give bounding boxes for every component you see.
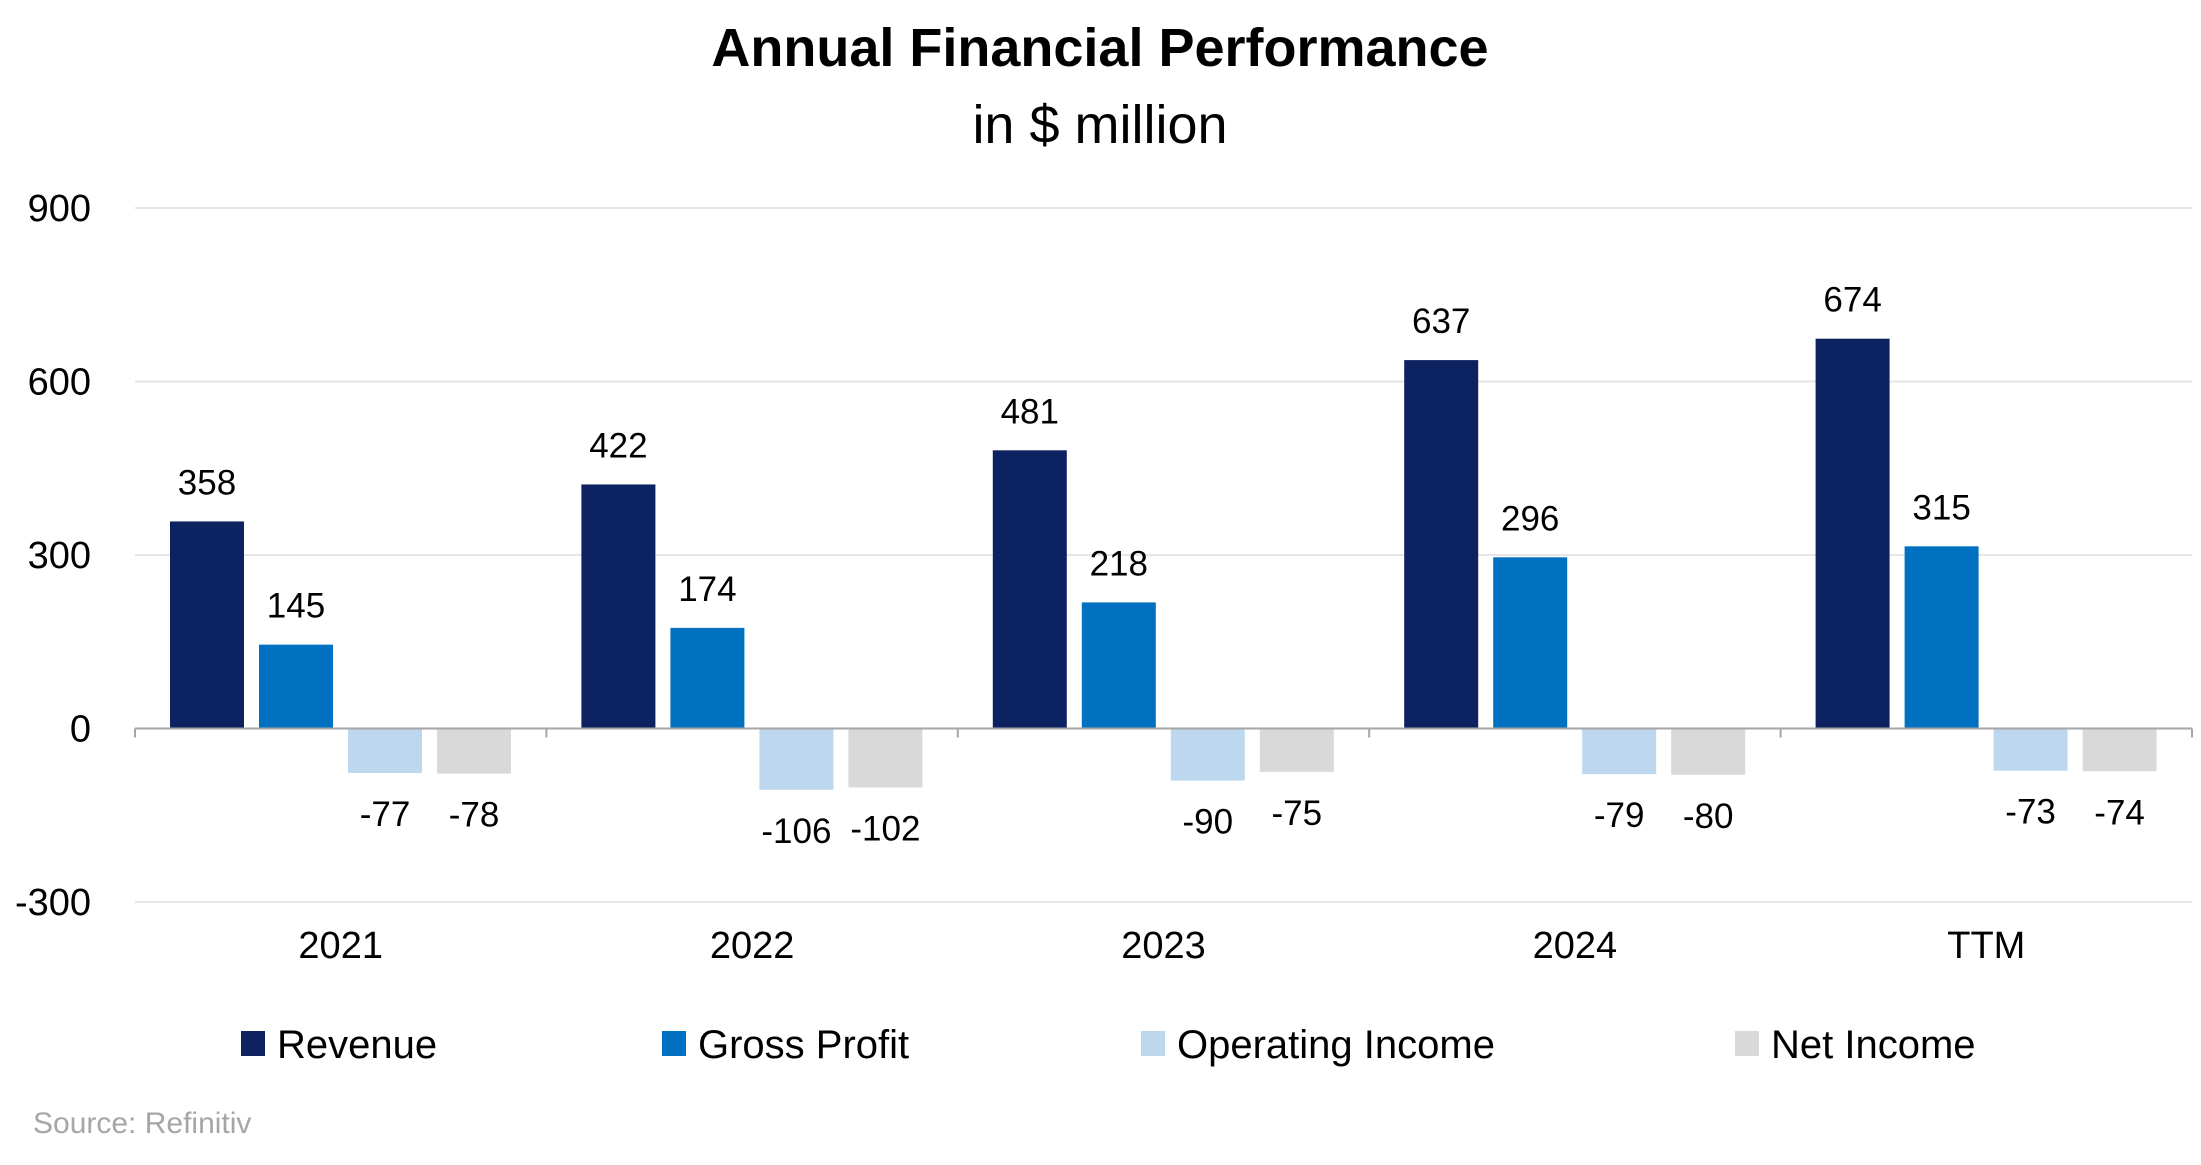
bar-gross-profit-2023 <box>1081 602 1156 729</box>
bar-gross-profit-2024 <box>1493 557 1568 729</box>
y-tick-label: 300 <box>28 535 91 577</box>
category-label-ttm: TTM <box>1947 925 2025 967</box>
data-label-operating-income-2023: -90 <box>1183 803 1234 842</box>
data-label-revenue-ttm: 674 <box>1823 281 1881 320</box>
bar-operating-income-2021 <box>348 728 422 774</box>
bar-net-income-2023 <box>1259 728 1334 772</box>
y-tick-label: -300 <box>15 882 91 924</box>
data-label-operating-income-2021: -77 <box>360 795 411 834</box>
bars <box>170 338 2157 790</box>
legend: Revenue Gross Profit Operating Income Net I… <box>241 1023 1976 1067</box>
legend-label-operating-income: Operating Income <box>1177 1023 1495 1067</box>
data-label-gross-profit-2022: 174 <box>678 570 736 609</box>
legend-label-revenue: Revenue <box>277 1023 437 1067</box>
data-label-revenue-2024: 637 <box>1412 302 1470 341</box>
bar-operating-income-ttm <box>1993 728 2068 771</box>
bar-net-income-2024 <box>1671 728 1746 775</box>
legend-swatch-revenue <box>241 1031 265 1056</box>
source-note: Source: Refinitiv <box>33 1107 251 1140</box>
data-label-gross-profit-2021: 145 <box>267 587 325 626</box>
bar-gross-profit-ttm <box>1904 546 1979 729</box>
category-label-2023: 2023 <box>1121 925 1206 967</box>
legend-swatch-gross-profit <box>662 1031 686 1056</box>
data-label-operating-income-2022: -106 <box>761 812 831 851</box>
bar-operating-income-2022 <box>759 728 834 790</box>
bar-revenue-2023 <box>992 450 1067 729</box>
data-label-operating-income-2024: -79 <box>1594 796 1645 835</box>
data-label-gross-profit-ttm: 315 <box>1912 488 1970 527</box>
data-label-net-income-2023: -75 <box>1272 794 1323 833</box>
data-label-net-income-2021: -78 <box>449 796 500 835</box>
bar-net-income-2021 <box>437 728 511 774</box>
data-label-net-income-2022: -102 <box>850 809 920 848</box>
y-tick-label: 0 <box>70 709 91 751</box>
bar-revenue-2021 <box>170 521 244 729</box>
bar-operating-income-2024 <box>1582 728 1657 775</box>
x-axis <box>134 727 2193 738</box>
legend-swatch-net-income <box>1735 1031 1759 1056</box>
chart-subtitle: in $ million <box>972 95 1227 155</box>
category-label-2022: 2022 <box>710 925 795 967</box>
data-label-revenue-2022: 422 <box>589 426 647 465</box>
data-labels: 358 422 481 637 674 145 174 218 296 315 -77 -106 -90… <box>178 281 2145 851</box>
bar-revenue-2024 <box>1404 360 1479 729</box>
legend-swatch-operating-income <box>1141 1031 1165 1056</box>
x-axis-category-labels: 2021 2022 2023 2024 TTM <box>298 925 2025 967</box>
y-tick-label: 900 <box>28 188 91 230</box>
bar-revenue-ttm <box>1815 338 1890 729</box>
legend-label-net-income: Net Income <box>1771 1023 1976 1067</box>
bar-gross-profit-2022 <box>670 627 745 729</box>
bar-operating-income-2023 <box>1170 728 1245 781</box>
legend-label-gross-profit: Gross Profit <box>698 1023 909 1067</box>
bar-net-income-2022 <box>848 728 923 788</box>
category-label-2024: 2024 <box>1533 925 1618 967</box>
bar-revenue-2022 <box>581 484 656 729</box>
data-label-net-income-ttm: -74 <box>2094 793 2145 832</box>
category-label-2021: 2021 <box>298 925 383 967</box>
data-label-operating-income-ttm: -73 <box>2005 793 2056 832</box>
y-tick-label: 600 <box>28 362 91 404</box>
bar-net-income-ttm <box>2082 728 2157 772</box>
data-label-gross-profit-2024: 296 <box>1501 499 1559 538</box>
data-label-revenue-2021: 358 <box>178 463 236 502</box>
data-label-revenue-2023: 481 <box>1001 392 1059 431</box>
data-label-gross-profit-2023: 218 <box>1090 544 1148 583</box>
bar-gross-profit-2021 <box>259 644 333 729</box>
y-axis-tick-labels: -300 0 300 600 900 <box>15 188 91 924</box>
chart-title: Annual Financial Performance <box>711 18 1488 78</box>
data-label-net-income-2024: -80 <box>1683 797 1734 836</box>
